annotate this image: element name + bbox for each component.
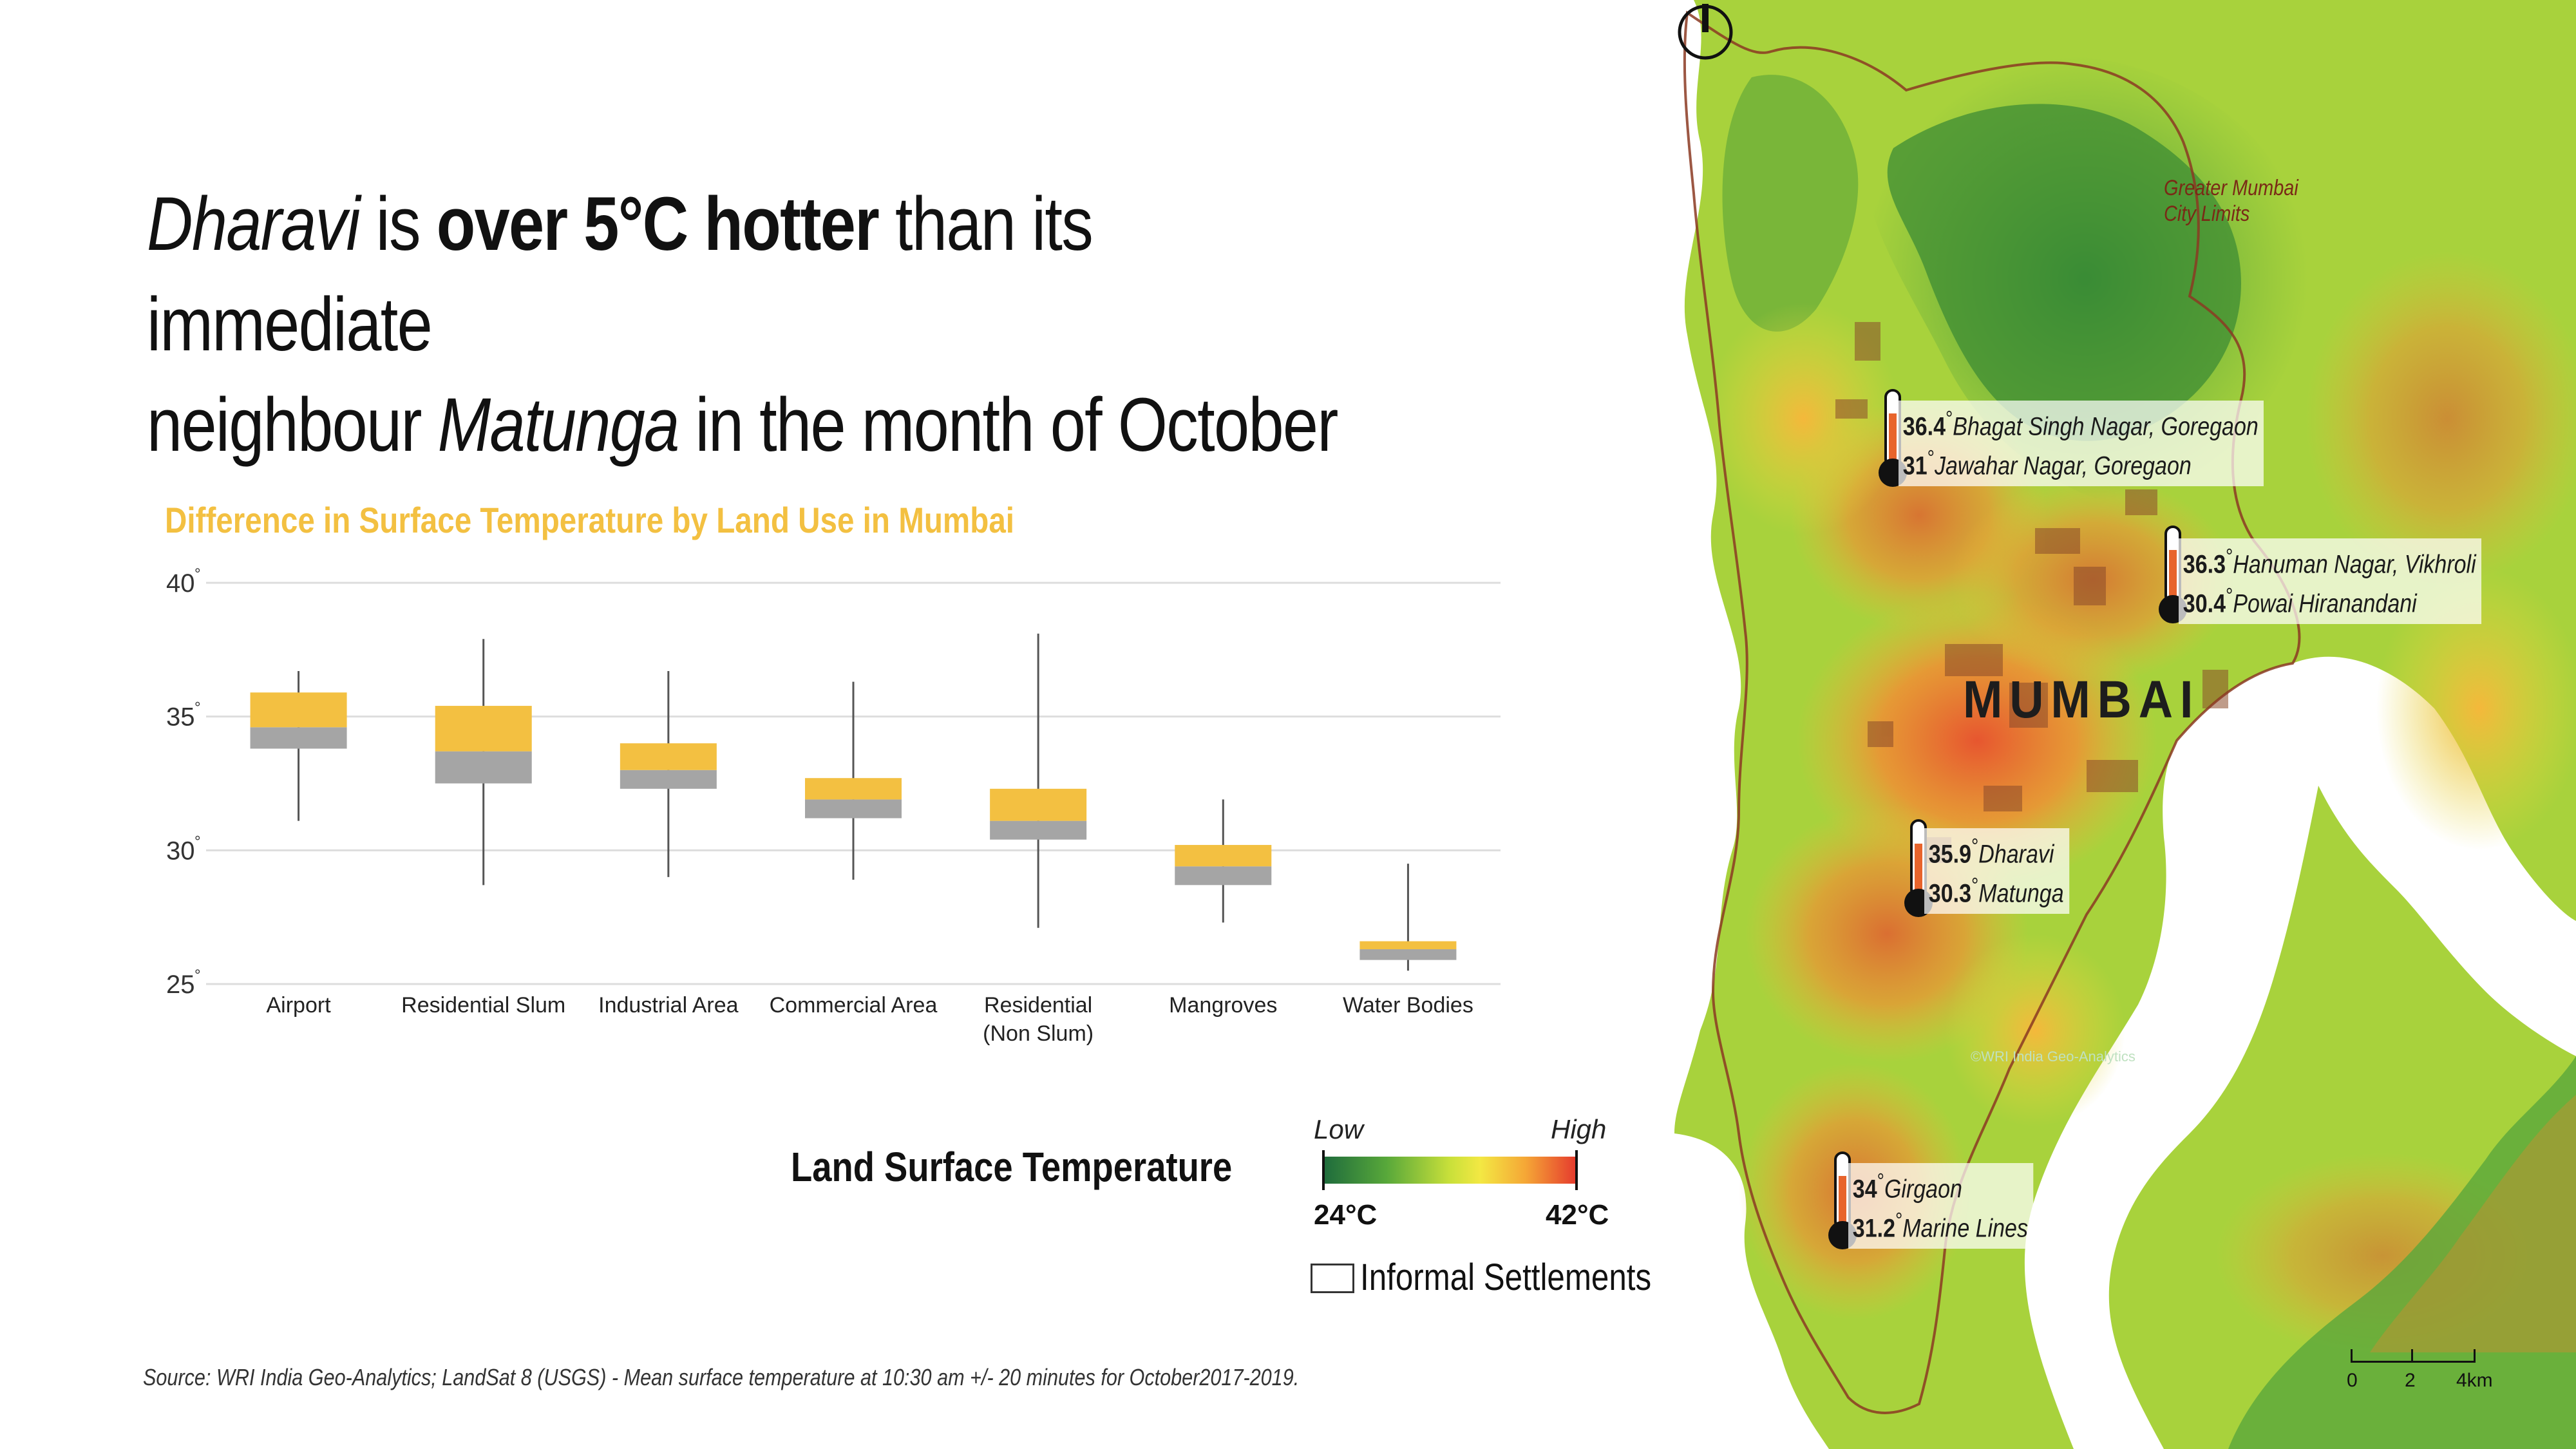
scale-label-2: 2 — [2405, 1370, 2416, 1391]
callout-value-cool: 31.2 — [1852, 1214, 1895, 1243]
temperature-gradient-bar — [1323, 1157, 1577, 1184]
headline-dharavi: Dharavi — [147, 182, 360, 267]
map-credit: ©WRI India Geo-Analytics — [1971, 1048, 2136, 1065]
box-upper-quartile — [990, 788, 1087, 821]
headline-text-2: than its immediate — [147, 182, 1094, 367]
headline-text-4: in the month of October — [678, 383, 1338, 468]
x-category-label: Mangroves — [1169, 993, 1277, 1018]
city-limits-line1: Greater Mumbai — [2164, 176, 2298, 200]
degree-symbol: ° — [1971, 874, 1979, 898]
legend-tick-min — [1322, 1150, 1325, 1190]
y-tick-degree: ° — [194, 699, 201, 717]
degree-symbol: ° — [1927, 446, 1935, 471]
x-category-label: Residential Slum — [401, 993, 565, 1018]
degree-symbol: ° — [1877, 1170, 1884, 1193]
box-plot-chart: 25 °30 °35 °40 °Airport Residential Slum Indus… — [166, 565, 1501, 1046]
box-lower-quartile — [250, 727, 347, 749]
headline-emphasis: over 5°C hotter — [436, 182, 880, 267]
y-tick-label: 35 — [166, 703, 195, 732]
callout-place-cool: Matunga — [1978, 879, 2064, 908]
x-category-label: Industrial Area — [598, 993, 738, 1018]
degree-symbol: ° — [1971, 835, 1979, 858]
degree-symbol: ° — [2225, 545, 2233, 569]
y-tick-degree: ° — [194, 967, 201, 984]
box-lower-quartile — [805, 799, 902, 819]
mumbai-heat-map: MUMBAI Greater Mumbai City Limits ©WRI In… — [1674, 0, 2576, 1449]
callout-place-hot: Girgaon — [1884, 1175, 1962, 1204]
callout-place-hot: Bhagat Singh Nagar, Goregaon — [1953, 412, 2259, 441]
callout-value-hot: 34 — [1852, 1175, 1877, 1204]
box-lower-quartile — [1175, 866, 1272, 886]
scale-label-0: 0 — [2347, 1370, 2358, 1391]
y-tick-label: 40 — [166, 569, 195, 598]
box-lower-quartile — [435, 751, 532, 784]
box-lower-quartile — [990, 820, 1087, 840]
box-upper-quartile — [250, 692, 347, 728]
informal-settlements-swatch — [1311, 1264, 1354, 1293]
y-tick-label: 25 — [166, 971, 195, 999]
chart-title: Difference in Surface Temperature by Lan… — [165, 500, 1015, 540]
y-tick-degree: ° — [194, 565, 201, 583]
y-tick-label: 30 — [166, 837, 195, 865]
scale-bar-line — [2351, 1349, 2476, 1363]
box-upper-quartile — [1359, 941, 1457, 950]
box-lower-quartile — [1359, 949, 1457, 960]
x-category-label: (Non Slum) — [983, 1021, 1094, 1046]
x-category-label: Residential — [984, 993, 1092, 1018]
legend-high-label: High — [1551, 1114, 1607, 1144]
y-tick-degree: ° — [194, 833, 201, 850]
callout-tag: 36.3°Hanuman Nagar, Vikhroli 30.4°Powai … — [2179, 538, 2482, 624]
headline-text-1: is — [359, 182, 437, 267]
degree-symbol: ° — [1895, 1209, 1903, 1233]
city-limits-label: Greater Mumbai City Limits — [2164, 175, 2298, 227]
x-category-label: Commercial Area — [770, 993, 938, 1018]
callout-value-cool: 31 — [1902, 451, 1927, 480]
callout-tag: 35.9°Dharavi 30.3°Matunga — [1924, 828, 2070, 914]
headline-matunga: Matunga — [437, 383, 680, 468]
callout-tag: 36.4°Bhagat Singh Nagar, Goregaon 31°Jaw… — [1899, 401, 2264, 486]
legend-max-value: 42°C — [1546, 1199, 1609, 1231]
callout-place-cool: Jawahar Nagar, Goregaon — [1934, 451, 2192, 480]
headline: Dharavi is over 5°C hotter than its imme… — [147, 174, 1391, 475]
callout-place-hot: Hanuman Nagar, Vikhroli — [2233, 550, 2476, 579]
x-category-label: Airport — [267, 993, 332, 1018]
legend-min-value: 24°C — [1314, 1199, 1378, 1231]
city-limits-line2: City Limits — [2164, 202, 2250, 226]
legend-title: Land Surface Temperature — [791, 1144, 1233, 1190]
callout-place-cool: Marine Lines — [1902, 1214, 2028, 1243]
box-upper-quartile — [1175, 845, 1272, 867]
callout-place-cool: Powai Hiranandani — [2233, 589, 2417, 618]
callout-value-hot: 36.3 — [2183, 550, 2226, 579]
city-label: MUMBAI — [1963, 670, 2201, 729]
callout-place-hot: Dharavi — [1978, 840, 2054, 869]
degree-symbol: ° — [2225, 584, 2233, 609]
north-arrow-icon — [1678, 4, 1733, 60]
callout-value-cool: 30.3 — [1928, 879, 1971, 908]
callout-value-hot: 35.9 — [1928, 840, 1971, 869]
thermometer-icon — [1904, 819, 1933, 917]
x-category-label: Water Bodies — [1343, 993, 1473, 1018]
legend-tick-max — [1575, 1150, 1578, 1190]
source-note: Source: WRI India Geo-Analytics; LandSat… — [143, 1364, 1300, 1390]
callout-value-hot: 36.4 — [1902, 412, 1946, 441]
headline-text-3: neighbour — [147, 383, 438, 468]
box-lower-quartile — [620, 770, 717, 789]
scale-label-4km: 4km — [2456, 1370, 2493, 1391]
informal-settlements-label: Informal Settlements — [1360, 1256, 1652, 1298]
legend-low-label: Low — [1314, 1114, 1364, 1144]
callout-value-cool: 30.4 — [2183, 589, 2226, 618]
callout-tag: 34°Girgaon 31.2°Marine Lines — [1848, 1163, 2034, 1249]
degree-symbol: ° — [1945, 407, 1953, 431]
box-upper-quartile — [805, 778, 902, 800]
map-graphic — [1674, 0, 2576, 1449]
box-upper-quartile — [620, 743, 717, 770]
box-upper-quartile — [435, 706, 532, 752]
